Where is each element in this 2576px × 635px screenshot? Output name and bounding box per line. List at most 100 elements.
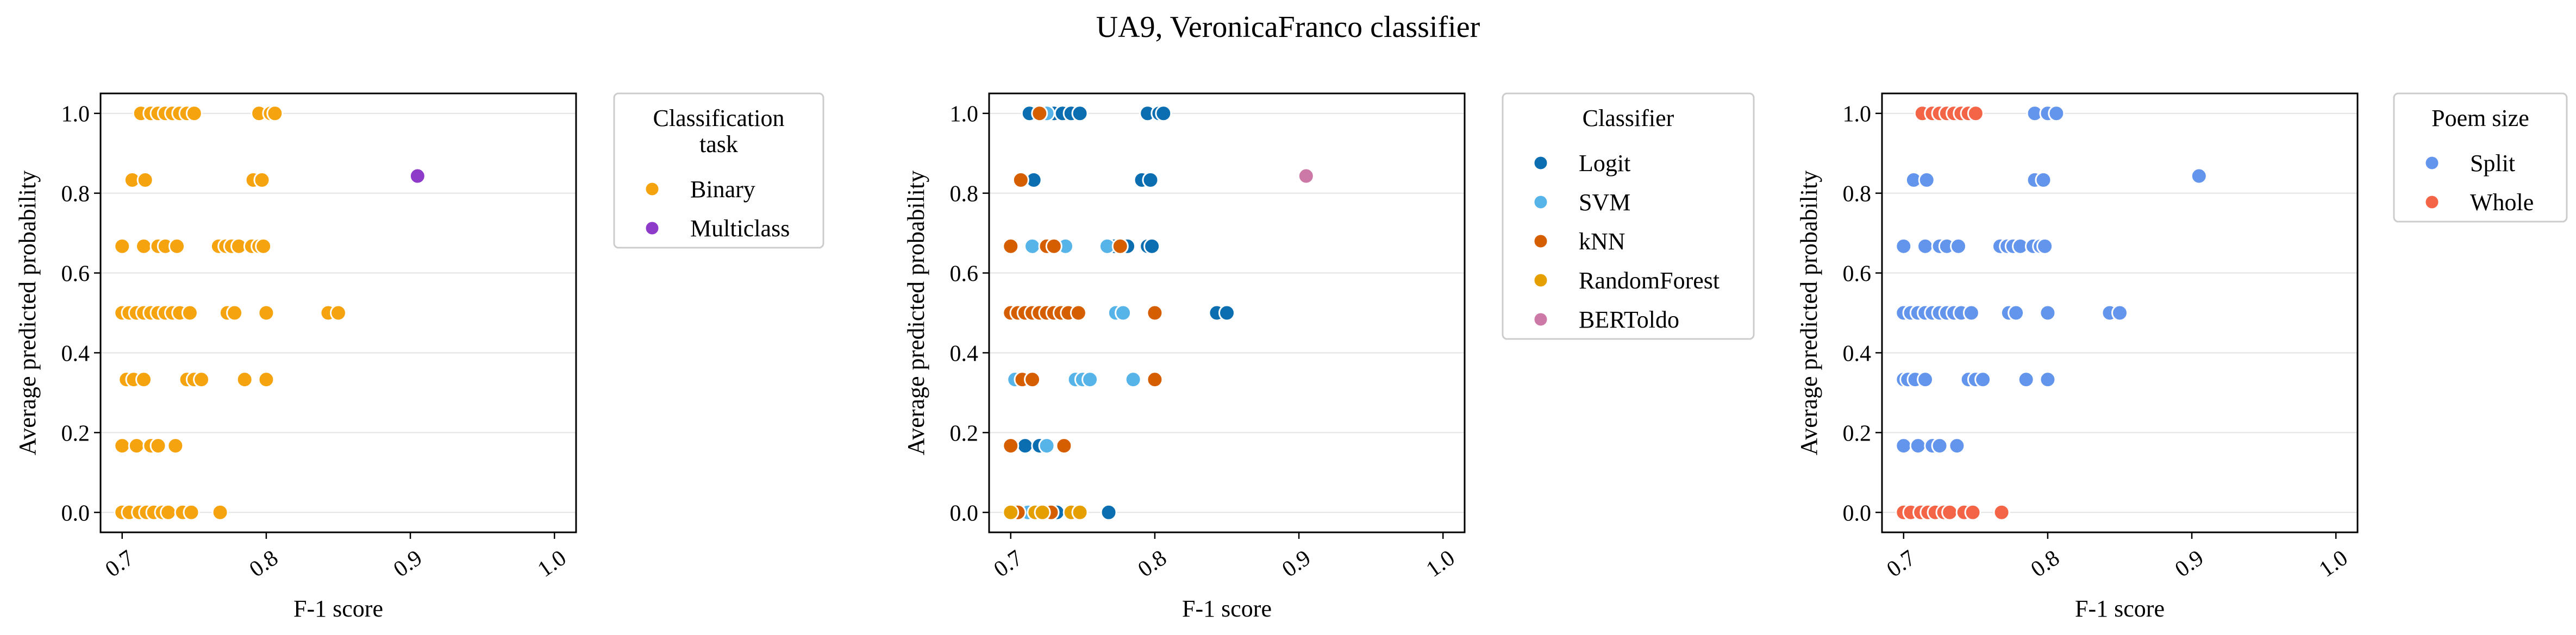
data-point — [2008, 304, 2025, 322]
data-point — [181, 304, 198, 322]
data-point — [1038, 437, 1055, 455]
legend-label: Multiclass — [690, 215, 790, 242]
data-point — [1895, 237, 1912, 255]
data-point — [1950, 237, 1967, 255]
data-point — [136, 171, 154, 188]
data-point — [1012, 171, 1029, 188]
data-point — [1071, 105, 1089, 122]
axes-frame — [99, 92, 577, 533]
legend-box — [1502, 92, 1755, 340]
data-point — [236, 371, 253, 388]
y-tick-label: 0.4 — [950, 341, 979, 366]
y-tick-label: 1.0 — [1843, 102, 1872, 127]
legend: Classifier Logit SVM kNN RandomForest BERTold… — [1502, 92, 1755, 340]
y-axis-label: Average predicted probability — [14, 171, 41, 456]
data-point — [2017, 371, 2035, 388]
data-point — [167, 437, 184, 455]
data-point — [1002, 237, 1020, 255]
y-tick-label: 0.0 — [1843, 501, 1872, 526]
axes-frame — [1881, 92, 2359, 533]
data-point — [2190, 167, 2208, 185]
data-point — [1115, 304, 1132, 322]
data-point — [1002, 437, 1020, 455]
data-point — [1218, 304, 1235, 322]
legend-label: kNN — [1579, 228, 1625, 255]
legend-label: SVM — [1579, 189, 1630, 216]
data-point — [1155, 105, 1172, 122]
data-point — [2039, 304, 2056, 322]
data-point — [1070, 304, 1087, 322]
data-point — [160, 504, 177, 521]
data-point — [258, 371, 275, 388]
series-bertoldo — [1297, 167, 1315, 185]
data-point — [1993, 504, 2010, 521]
series-binary — [114, 105, 347, 521]
y-axis-label: Average predicted probability — [1796, 171, 1822, 456]
y-tick-label: 0.8 — [950, 182, 979, 207]
data-point — [1045, 237, 1062, 255]
data-point — [135, 237, 153, 255]
y-tick-label: 0.2 — [1843, 421, 1872, 446]
y-tick-label: 0.8 — [1843, 182, 1872, 207]
legend: Poem size Split Whole — [2393, 92, 2568, 223]
data-point — [128, 437, 145, 455]
data-point — [114, 437, 131, 455]
data-point — [1111, 237, 1129, 255]
legend-marker — [2424, 194, 2440, 210]
data-point — [1034, 504, 1051, 521]
chart-panel-2: 0.00.20.40.60.81.00.7 0.8 0.9 1.0F-1 scoreA… — [903, 92, 1755, 622]
data-point — [1941, 504, 1959, 521]
legend-label: RandomForest — [1579, 267, 1720, 294]
data-point — [1100, 504, 1117, 521]
data-point — [1918, 171, 1935, 188]
legend-marker — [644, 181, 660, 197]
data-point — [253, 171, 271, 188]
data-point — [1124, 371, 1142, 388]
x-axis-label: F-1 score — [1182, 595, 1272, 622]
data-point — [1297, 167, 1315, 185]
data-point — [1081, 371, 1099, 388]
data-point — [2036, 237, 2054, 255]
data-point — [1962, 304, 1980, 322]
data-point — [2111, 304, 2128, 322]
data-point — [211, 504, 229, 521]
data-point — [1917, 237, 1934, 255]
data-point — [2039, 371, 2056, 388]
data-point — [1143, 237, 1161, 255]
legend-label: BERToldo — [1579, 306, 1679, 333]
legend-marker — [2424, 155, 2440, 171]
data-point — [2035, 171, 2052, 188]
data-point — [1974, 371, 1992, 388]
y-tick-label: 0.2 — [950, 421, 979, 446]
data-point — [330, 304, 347, 322]
legend-marker — [1533, 233, 1549, 249]
axes-frame — [988, 92, 1466, 533]
data-point — [255, 237, 272, 255]
data-point — [1967, 105, 1984, 122]
data-point — [1055, 437, 1073, 455]
data-point — [1948, 437, 1966, 455]
legend-box — [613, 92, 824, 249]
data-point — [183, 504, 200, 521]
y-tick-label: 0.4 — [61, 341, 90, 366]
y-tick-label: 0.6 — [61, 262, 90, 287]
data-point — [409, 167, 426, 185]
figure-title: UA9, VeronicaFranco classifier — [1096, 10, 1480, 44]
legend-title: Poem size — [2431, 105, 2529, 131]
legend-title: Classification — [653, 105, 785, 131]
data-point — [258, 304, 275, 322]
y-tick-label: 0.8 — [61, 182, 90, 207]
legend-marker — [1533, 272, 1549, 288]
y-tick-label: 0.0 — [61, 501, 90, 526]
legend-label: Split — [2470, 150, 2515, 177]
series-split — [1895, 105, 2208, 455]
y-tick-label: 1.0 — [950, 102, 979, 127]
y-tick-label: 1.0 — [61, 102, 90, 127]
legend-marker — [1533, 155, 1549, 171]
data-point — [1146, 304, 1164, 322]
data-point — [193, 371, 210, 388]
data-point — [2048, 105, 2065, 122]
legend-title: Classifier — [1583, 105, 1674, 131]
